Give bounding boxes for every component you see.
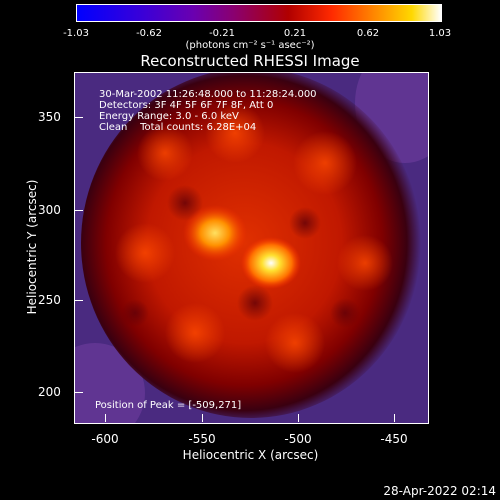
y-tick-label: 250: [38, 293, 61, 307]
colorbar-tick: -0.21: [209, 28, 235, 39]
colorbar-tick: 0.62: [356, 28, 380, 39]
colorbar-tick: 1.03: [428, 28, 452, 39]
x-tick-label: -450: [380, 432, 408, 446]
peak-position-text: Position of Peak = [-509,271]: [95, 400, 242, 411]
colorbar-units: (photons cm⁻² s⁻¹ asec⁻²): [185, 40, 315, 51]
y-tick-label: 350: [38, 110, 61, 124]
time-range-text: 30-Mar-2002 11:26:48.000 to 11:28:24.000: [99, 89, 317, 100]
x-axis-label: Heliocentric X (arcsec): [182, 448, 319, 462]
energy-range-text: Energy Range: 3.0 - 6.0 keV: [99, 111, 239, 122]
colorbar-tick: -1.03: [63, 28, 89, 39]
detectors-text: Detectors: 3F 4F 5F 6F 7F 8F, Att 0: [99, 100, 274, 111]
colorbar-tick: -0.62: [136, 28, 162, 39]
image-plot: 30-Mar-2002 11:26:48.000 to 11:28:24.000…: [74, 72, 429, 424]
y-tick-label: 200: [38, 385, 61, 399]
x-tick-label: -550: [188, 432, 216, 446]
image-title: Reconstructed RHESSI Image: [140, 52, 360, 70]
solar-image: [75, 73, 428, 423]
colorbar: [76, 4, 442, 22]
colorbar-tick: 0.21: [283, 28, 307, 39]
x-tick-label: -500: [284, 432, 312, 446]
x-tick-label: -600: [91, 432, 119, 446]
y-tick-label: 300: [38, 203, 61, 217]
y-axis-label: Heliocentric Y (arcsec): [25, 179, 39, 315]
timestamp: 28-Apr-2022 02:14: [383, 484, 496, 498]
clean-counts-text: Clean Total counts: 6.28E+04: [99, 122, 257, 133]
